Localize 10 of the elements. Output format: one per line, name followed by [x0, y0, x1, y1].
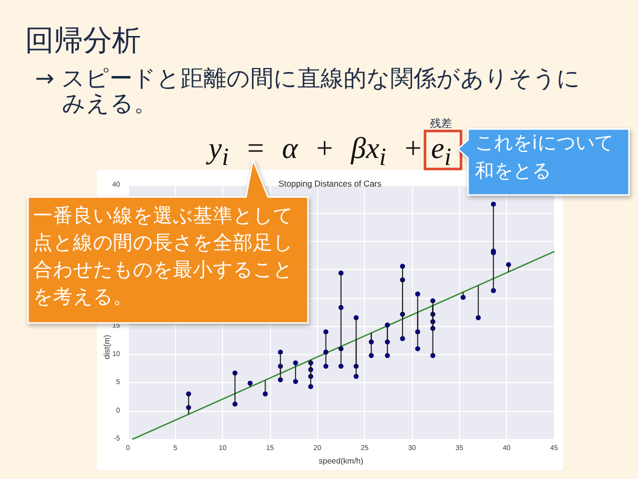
annotation: 一番良い線を選ぶ基準として点と線の間の長さを全部足し合わせたものを最小することを考える。	[33, 203, 294, 310]
text: y$_{i}$ = α + βx$_{i}$ +	[208, 131, 423, 173]
text: これをiについて和をとる	[475, 131, 614, 184]
x-axis-title: speed(km/h)	[318, 456, 364, 466]
text: 残差	[430, 117, 452, 130]
text: 回帰分析	[25, 22, 141, 58]
text: e$_{i}$	[431, 131, 452, 173]
y-axis-title: dist(m)	[102, 334, 112, 360]
text: → スピードと距離の間に直線的な関係がありそうにみえる。	[35, 66, 581, 117]
chart-title: Stopping Distances of Cars	[278, 178, 382, 188]
